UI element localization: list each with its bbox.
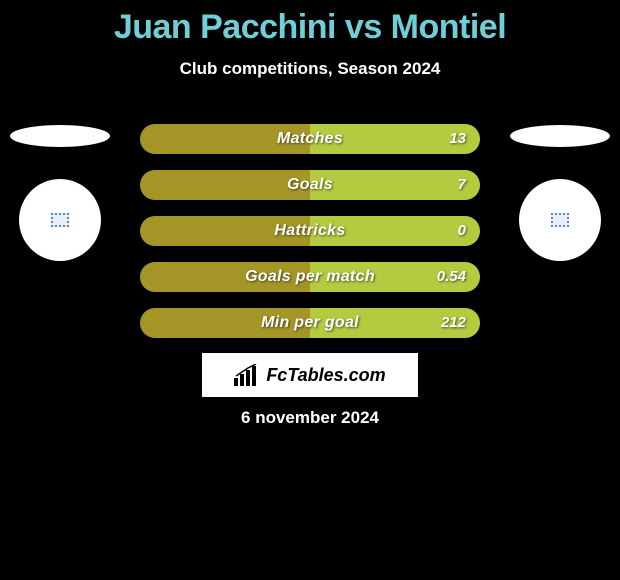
avatar-shadow-ellipse	[510, 125, 610, 147]
stat-label: Min per goal	[140, 308, 480, 338]
stats-bar-chart: Matches13 Goals7 Hattricks0 Goals per match…	[140, 124, 480, 354]
player-right-avatar	[519, 179, 601, 261]
stat-value: 0	[458, 216, 466, 246]
image-placeholder-icon	[51, 213, 69, 227]
brand-badge: FcTables.com	[202, 353, 418, 397]
page-title: Juan Pacchini vs Montiel	[0, 0, 620, 47]
stat-bar-row: Goals7	[140, 170, 480, 200]
brand-text: FcTables.com	[266, 365, 385, 386]
stat-bar-row: Goals per match0.54	[140, 262, 480, 292]
player-left-avatar-block	[10, 125, 110, 261]
stat-value: 13	[449, 124, 466, 154]
stat-label: Goals per match	[140, 262, 480, 292]
stat-bar-row: Hattricks0	[140, 216, 480, 246]
stat-bar-row: Matches13	[140, 124, 480, 154]
chart-bars-icon	[234, 364, 260, 386]
stat-value: 7	[458, 170, 466, 200]
stat-label: Matches	[140, 124, 480, 154]
stat-label: Hattricks	[140, 216, 480, 246]
stat-bar-row: Min per goal212	[140, 308, 480, 338]
stat-value: 0.54	[437, 262, 466, 292]
page-subtitle: Club competitions, Season 2024	[0, 59, 620, 79]
stat-value: 212	[441, 308, 466, 338]
date-text: 6 november 2024	[0, 408, 620, 428]
stat-label: Goals	[140, 170, 480, 200]
player-left-avatar	[19, 179, 101, 261]
player-right-avatar-block	[510, 125, 610, 261]
image-placeholder-icon	[551, 213, 569, 227]
avatar-shadow-ellipse	[10, 125, 110, 147]
